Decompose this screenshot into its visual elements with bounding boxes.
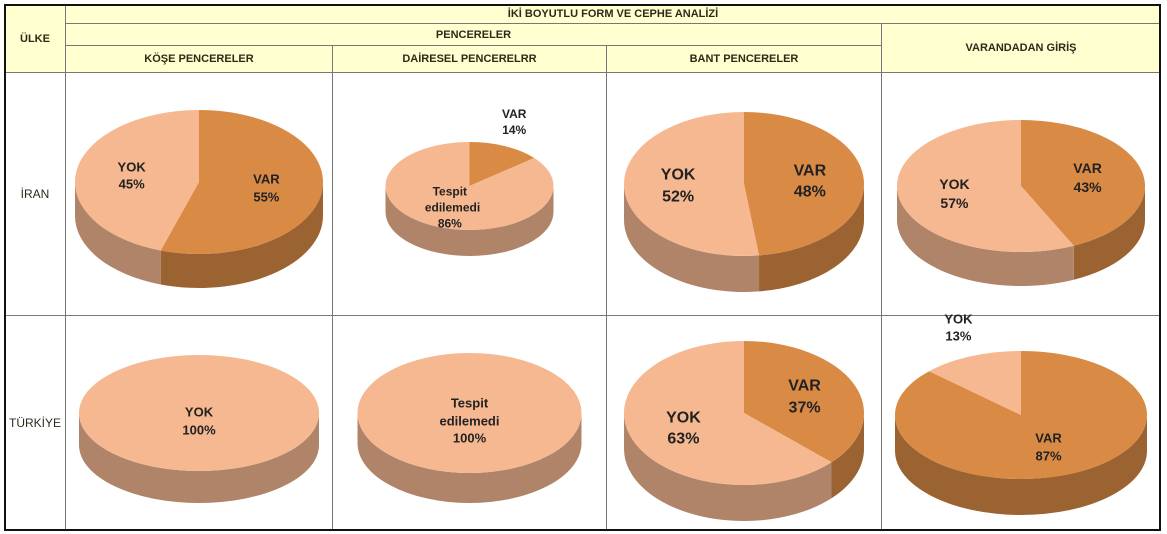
slice-category: VAR: [501, 107, 527, 122]
pie-slice: [79, 355, 319, 471]
pie-chart: [74, 109, 323, 288]
pie-slice: [744, 112, 864, 256]
pie-slice: [624, 341, 832, 485]
pie-side: [624, 184, 760, 292]
chart-cell: VAR 48% YOK 52%: [606, 72, 882, 316]
chart-cell: VAR 87% YOK 13%: [881, 311, 1161, 531]
slice-category: YOK: [666, 409, 701, 427]
pie-slice: [74, 109, 199, 251]
pie-chart: [624, 341, 864, 521]
slice-label: VAR 37%: [775, 376, 835, 419]
row-header: TÜRKİYE: [4, 315, 66, 531]
pie-side: [385, 186, 554, 256]
slice-value: 86%: [437, 216, 462, 231]
column-header: VARANDADAN GİRİŞ: [881, 23, 1161, 73]
slice-value: 37%: [788, 399, 821, 417]
pie-slice: [929, 351, 1021, 415]
column-header: KÖŞE PENCERELER: [65, 45, 333, 73]
slice-category: VAR: [793, 161, 827, 179]
slice-category: Tespit edilemedi: [439, 395, 500, 429]
pie-slice: [897, 120, 1074, 252]
pie-chart: [897, 120, 1145, 286]
chart-cell: Tespit edilemedi 100%: [332, 315, 607, 531]
slice-category: VAR: [1073, 160, 1102, 177]
pie-side: [79, 413, 319, 503]
pie-slice: [385, 142, 554, 230]
slice-label: YOK 45%: [102, 158, 162, 193]
slice-value: 100%: [452, 430, 487, 446]
slice-value: 45%: [118, 176, 145, 192]
group-header: PENCERELER: [65, 23, 882, 46]
pie-slice: [469, 142, 535, 186]
slice-value: 55%: [253, 189, 280, 205]
pie-slice: [1021, 120, 1145, 246]
pie-chart: [895, 351, 1147, 515]
slice-value: 87%: [1035, 448, 1062, 464]
slice-value: 13%: [945, 328, 972, 344]
slice-category: Tespit edilemedi: [424, 184, 481, 215]
pie-side: [759, 184, 864, 292]
pie-chart: [623, 112, 864, 292]
pie-side: [831, 413, 864, 499]
slice-value: 48%: [793, 183, 826, 201]
pie-side: [357, 413, 582, 503]
slice-category: YOK: [117, 159, 146, 175]
slice-value: 14%: [502, 123, 527, 138]
chart-cell: VAR 55% YOK 45%: [65, 72, 333, 316]
slice-value: 63%: [667, 430, 700, 448]
slice-value: 43%: [1073, 179, 1102, 196]
chart-cell: YOK 100%: [65, 315, 333, 531]
slice-label: Tespit edilemedi 100%: [425, 395, 515, 448]
slice-label: VAR 55%: [236, 171, 296, 206]
pie-slice: [160, 110, 323, 254]
country-header: ÜLKE: [4, 4, 66, 73]
pie-slice: [357, 353, 582, 473]
pie-slice: [623, 112, 760, 256]
slice-category: YOK: [939, 176, 970, 193]
slice-label: VAR 87%: [1019, 430, 1079, 465]
slice-category: VAR: [253, 171, 280, 187]
chart-cell: VAR 14% Tespit edilemedi 86%: [332, 72, 607, 316]
slice-label: YOK 57%: [924, 175, 984, 213]
pie-side: [75, 182, 161, 285]
slice-category: YOK: [944, 311, 973, 327]
slice-label: VAR 14%: [489, 106, 539, 138]
slice-label: YOK 13%: [928, 310, 988, 345]
chart-cell: VAR 43% YOK 57%: [881, 72, 1161, 316]
slice-label: Tespit edilemedi 86%: [424, 184, 481, 233]
slice-category: YOK: [660, 166, 696, 184]
pie-slice: [744, 341, 864, 463]
pie-side: [897, 186, 1074, 286]
column-header: BANT PENCERELER: [606, 45, 882, 73]
column-header: DAİRESEL PENCERELRR: [332, 45, 607, 73]
slice-category: YOK: [184, 404, 214, 420]
table-title: İKİ BOYUTLU FORM VE CEPHE ANALİZİ: [65, 4, 1161, 24]
pie-side: [895, 415, 1147, 515]
pie-chart: [79, 355, 319, 503]
slice-category: VAR: [788, 377, 821, 395]
slice-category: VAR: [1035, 430, 1062, 446]
slice-label: YOK 52%: [648, 165, 708, 208]
pie-chart: [385, 142, 554, 256]
pie-chart: [357, 353, 582, 503]
slice-label: YOK 100%: [159, 403, 239, 438]
pie-side: [160, 182, 323, 288]
slice-value: 57%: [940, 194, 969, 211]
slice-label: VAR 48%: [780, 160, 840, 203]
slice-label: YOK 63%: [653, 407, 713, 450]
pie-side: [624, 413, 832, 521]
pie-side: [1073, 186, 1145, 280]
slice-value: 52%: [662, 188, 695, 206]
slice-label: VAR 43%: [1058, 159, 1118, 197]
slice-value: 100%: [182, 422, 216, 437]
row-header: İRAN: [4, 72, 66, 316]
chart-cell: VAR 37% YOK 63%: [606, 315, 882, 531]
